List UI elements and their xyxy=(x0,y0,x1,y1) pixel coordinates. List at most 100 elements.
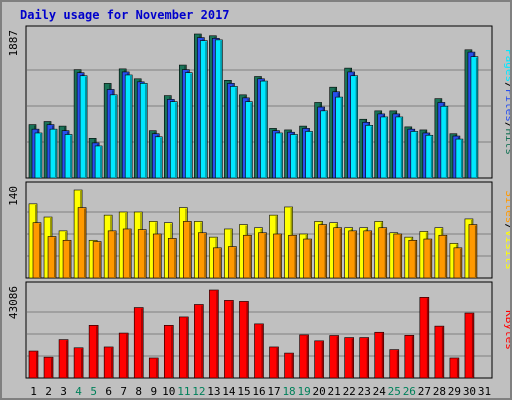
x-tick-label: 23 xyxy=(358,385,371,398)
kbytes-bar-shade xyxy=(126,334,128,377)
kbytes-bar-shade xyxy=(66,340,68,377)
pages-bar-shade xyxy=(115,95,117,177)
sites-bar-shade xyxy=(324,225,327,277)
kbytes-bar xyxy=(314,340,324,379)
sites-bar xyxy=(77,207,87,279)
pages-bar-shade xyxy=(190,73,192,177)
kbytes-bar-shade xyxy=(366,338,369,377)
sites-bar-shade xyxy=(444,236,447,277)
pages-bar xyxy=(79,75,88,179)
sites-bar-shade xyxy=(339,228,342,277)
sites-bar xyxy=(318,224,327,279)
x-tick-label: 1 xyxy=(30,385,37,398)
panel-2-legend: Sites/Visits xyxy=(503,190,510,270)
kbytes-bar-shade xyxy=(411,336,414,377)
pages-bar xyxy=(380,116,389,179)
sites-bar-shade xyxy=(294,236,296,277)
sites-bar-shade xyxy=(309,240,311,277)
sites-bar xyxy=(333,227,342,279)
pages-bar-shade xyxy=(400,117,403,177)
pages-bar xyxy=(185,72,193,179)
pages-bar xyxy=(200,40,208,179)
kbytes-bar-shade xyxy=(396,350,399,377)
sites-bar xyxy=(47,236,57,279)
pages-bar-shade xyxy=(460,140,463,177)
x-tick-label: 18 xyxy=(282,385,295,398)
kbytes-bar-shade xyxy=(276,347,278,377)
sites-bar-shade xyxy=(384,228,387,277)
kbytes-bar-shade xyxy=(426,298,429,377)
sites-bar-shade xyxy=(369,231,372,277)
sites-legend-label: Sites xyxy=(503,190,510,223)
x-tick-label: 28 xyxy=(433,385,446,398)
kbytes-bar xyxy=(449,357,460,379)
pages-bar xyxy=(154,136,163,179)
kbytes-bar-shade xyxy=(321,341,324,377)
sites-bar xyxy=(258,232,267,279)
pages-bar xyxy=(49,128,58,179)
sites-bar-shade xyxy=(69,241,71,277)
kbytes-bar xyxy=(269,346,279,379)
sites-bar-shade xyxy=(249,236,251,277)
kbytes-bar-shade xyxy=(111,347,113,377)
pages-bar xyxy=(139,83,148,179)
kbytes-bar-shade xyxy=(186,317,188,377)
pages-bar-shade xyxy=(415,132,418,177)
y-max-label: 140 xyxy=(7,186,20,206)
sites-bar-shade xyxy=(189,222,191,277)
x-tick-label: 27 xyxy=(418,385,431,398)
pages-bar-shade xyxy=(340,98,343,177)
kbytes-bar xyxy=(434,325,445,379)
kbytes-bar-shade xyxy=(51,358,53,377)
sites-bar-shade xyxy=(204,233,206,277)
x-tick-label: 11 xyxy=(177,385,190,398)
kbytes-bar xyxy=(389,349,400,379)
sites-bar-shade xyxy=(144,230,146,277)
x-tick-label: 2 xyxy=(45,385,52,398)
sites-bar xyxy=(167,238,177,279)
sites-bar xyxy=(122,228,132,279)
pages-bar-shade xyxy=(130,75,132,177)
sites-bar xyxy=(62,239,72,279)
sites-bar xyxy=(137,229,147,279)
pages-bar xyxy=(275,132,283,179)
pages-bar xyxy=(260,80,268,179)
pages-bar xyxy=(410,131,419,179)
pages-bar-shade xyxy=(475,57,478,177)
pages-bar xyxy=(305,131,313,179)
sites-bar-shade xyxy=(459,248,462,277)
kbytes-bar-shade xyxy=(171,326,173,377)
panel-1-legend: Pages/Files/Hits xyxy=(503,49,510,155)
pages-bar-shade xyxy=(310,132,312,177)
sites-bar xyxy=(408,239,418,279)
kbytes-bar xyxy=(28,350,39,379)
sites-bar xyxy=(152,233,162,279)
kbytes-bar xyxy=(58,339,69,379)
pages-bar-shade xyxy=(385,117,388,177)
x-tick-label: 19 xyxy=(297,385,310,398)
sites-bar xyxy=(468,224,478,279)
pages-bar xyxy=(320,110,328,179)
sites-bar-shade xyxy=(84,208,86,277)
kbytes-bar xyxy=(329,335,339,379)
x-tick-label: 30 xyxy=(463,385,476,398)
sites-bar-shade xyxy=(174,239,176,277)
x-tick-label: 10 xyxy=(162,385,175,398)
kbytes-bar-shade xyxy=(351,338,354,377)
legend-separator: / xyxy=(503,122,510,129)
x-tick-label: 15 xyxy=(237,385,250,398)
sites-bar-shade xyxy=(414,241,417,277)
kbytes-bar-shade xyxy=(291,354,293,377)
kbytes-bar-shade xyxy=(441,327,444,377)
sites-bar-shade xyxy=(234,247,236,277)
kbytes-legend-label: KBytes xyxy=(503,310,510,350)
kbytes-bar-shade xyxy=(156,358,158,377)
x-tick-label: 29 xyxy=(448,385,461,398)
kbytes-bar-shade xyxy=(201,305,203,377)
pages-bar-shade xyxy=(280,133,282,177)
x-tick-label: 22 xyxy=(343,385,356,398)
sites-bar xyxy=(228,246,237,279)
sites-bar-shade xyxy=(99,242,101,277)
kbytes-bar xyxy=(254,323,264,379)
